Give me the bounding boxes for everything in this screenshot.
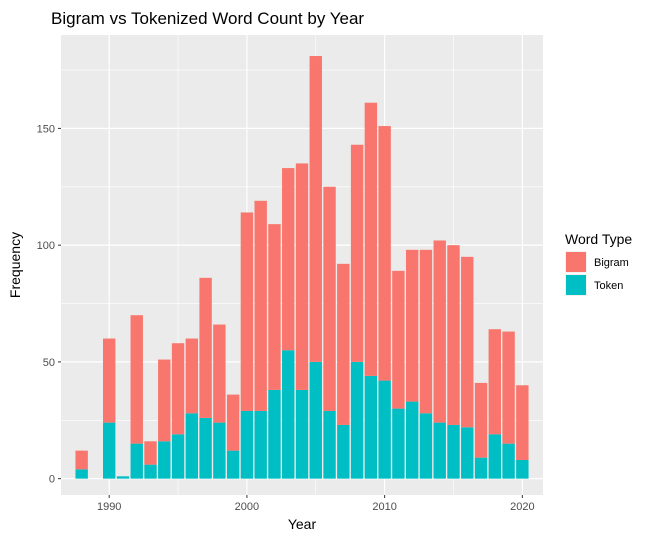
bar-bigram-2010 (378, 126, 391, 381)
bar-token-2008 (350, 361, 364, 479)
bar-token-2007 (337, 424, 350, 479)
bar-bigram-2012 (405, 249, 419, 402)
bar-bigram-2020 (516, 385, 529, 460)
bar-bigram-1995 (171, 343, 185, 435)
bar-token-1996 (185, 413, 199, 479)
bar-bigram-1988 (75, 450, 88, 470)
bar-bigram-2013 (419, 249, 433, 414)
bar-bigram-2000 (240, 212, 254, 411)
bar-bigram-2003 (282, 168, 295, 351)
bar-token-1990 (103, 422, 116, 479)
legend-swatch-token (566, 275, 586, 295)
bar-bigram-2019 (502, 331, 515, 444)
bar-token-2001 (254, 410, 267, 479)
bar-bigram-1992 (130, 315, 143, 444)
bar-token-1999 (226, 450, 240, 479)
legend-title: Word Type (565, 231, 632, 247)
bar-token-2004 (295, 389, 309, 479)
bar-token-2014 (433, 422, 446, 479)
bar-bigram-1996 (185, 338, 199, 414)
y-tick-label: 0 (49, 474, 55, 486)
y-tick-label: 50 (43, 357, 55, 369)
bar-bigram-1990 (103, 338, 116, 423)
bar-token-1994 (158, 441, 171, 479)
bar-token-1993 (144, 464, 157, 479)
bar-token-2015 (447, 424, 460, 479)
bar-bigram-2014 (433, 240, 446, 423)
bar-token-2000 (240, 410, 254, 479)
bar-token-2016 (461, 427, 474, 479)
bar-bigram-2004 (295, 163, 309, 390)
bar-token-2009 (364, 375, 378, 479)
bar-token-2003 (282, 350, 295, 479)
x-tick-label: 2010 (372, 501, 396, 513)
bar-token-2005 (309, 361, 322, 479)
y-axis-label: Frequency (7, 232, 23, 298)
bar-bigram-2005 (309, 56, 322, 362)
chart-title: Bigram vs Tokenized Word Count by Year (51, 9, 364, 28)
bar-bigram-2002 (268, 224, 281, 390)
bar-token-1995 (171, 434, 185, 479)
bar-token-1992 (130, 443, 143, 479)
bar-bigram-1999 (226, 394, 240, 451)
bar-token-1988 (75, 469, 88, 479)
x-tick-label: 1990 (97, 501, 121, 513)
x-tick-label: 2000 (235, 501, 259, 513)
bar-token-1991 (116, 476, 130, 479)
bar-bigram-1997 (199, 277, 212, 418)
legend-label-token: Token (594, 280, 623, 292)
bar-token-2002 (268, 389, 281, 479)
legend-swatch-bigram (566, 252, 586, 272)
bar-token-1997 (199, 417, 212, 479)
bar-token-1998 (213, 422, 226, 479)
bar-token-2017 (474, 457, 488, 479)
bar-bigram-1994 (158, 359, 171, 442)
bar-token-2013 (419, 413, 433, 479)
bar-bigram-2015 (447, 245, 460, 425)
legend: Word Type Bigram Token (565, 231, 632, 296)
bar-bigram-2017 (474, 382, 488, 458)
bar-token-2006 (323, 410, 336, 479)
bar-token-2020 (516, 459, 529, 479)
bar-bigram-2006 (323, 186, 336, 411)
bar-token-2012 (405, 401, 419, 479)
bar-bigram-2001 (254, 200, 267, 411)
bar-bigram-2011 (392, 270, 405, 409)
bar-bigram-2007 (337, 263, 350, 425)
y-tick-label: 150 (37, 123, 55, 135)
bar-token-2018 (488, 434, 501, 479)
bar-bigram-1998 (213, 324, 226, 423)
bar-bigram-2009 (364, 102, 378, 376)
bar-bigram-2008 (350, 144, 364, 362)
bars (75, 56, 529, 479)
bar-bigram-2016 (461, 256, 474, 428)
bar-token-2010 (378, 380, 391, 479)
bar-token-2011 (392, 408, 405, 479)
bar-bigram-1993 (144, 441, 157, 465)
bar-bigram-2018 (488, 329, 501, 435)
y-tick-label: 100 (37, 240, 55, 252)
legend-label-bigram: Bigram (594, 257, 629, 269)
x-tick-label: 2020 (510, 501, 534, 513)
x-axis-label: Year (288, 516, 317, 532)
axes: 0 50 100 150 1990 2000 2010 2020 (37, 123, 535, 513)
bar-token-2019 (502, 443, 515, 479)
